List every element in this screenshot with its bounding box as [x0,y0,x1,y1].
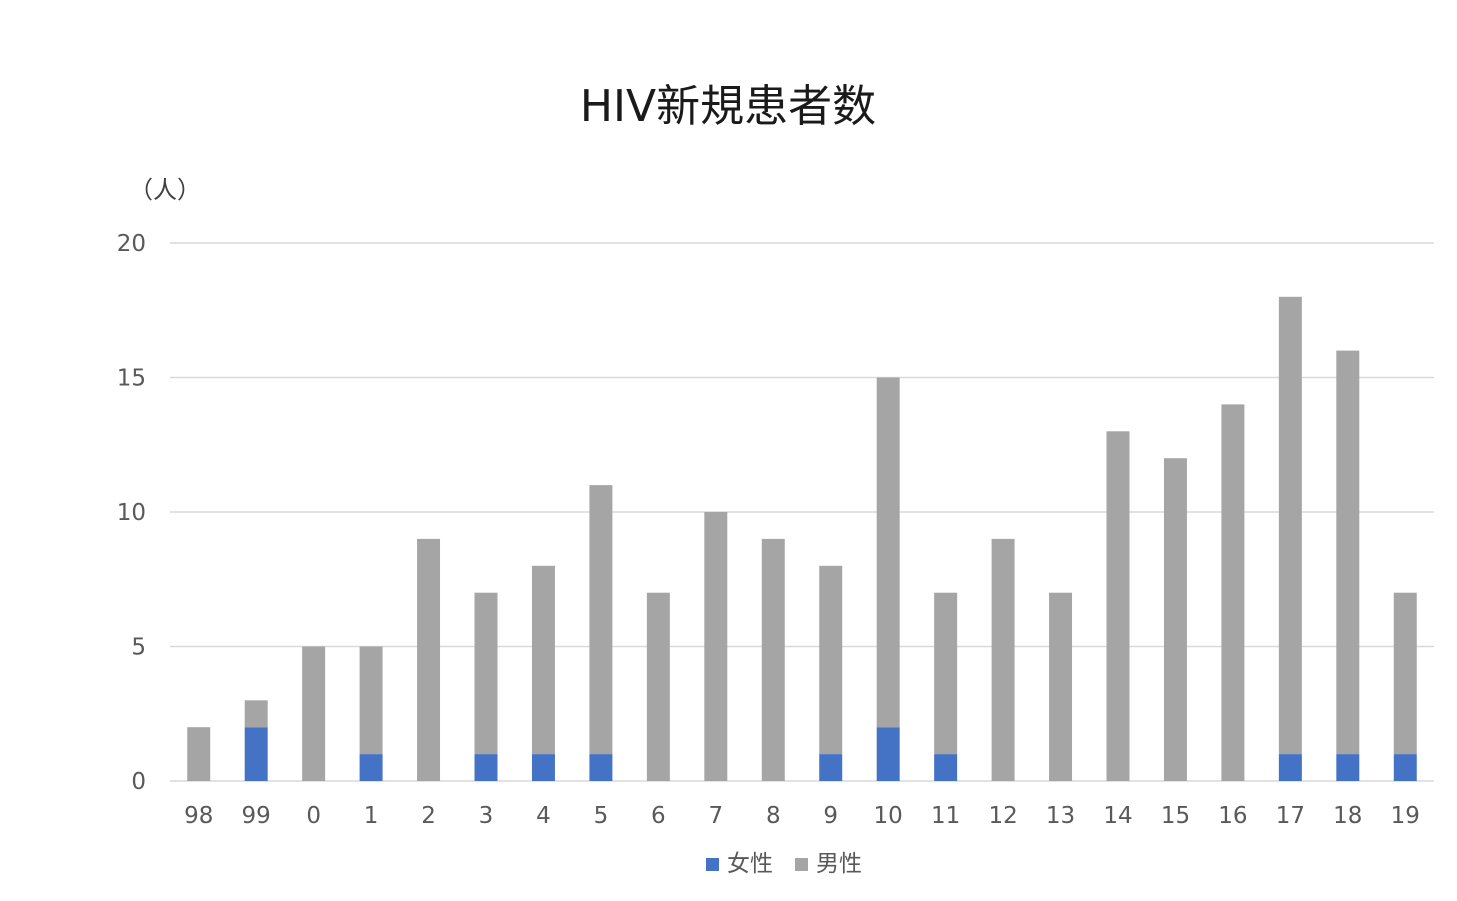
bar-segment-male [991,538,1015,781]
bar-segment-male [1221,404,1245,781]
bar-segment-male [531,565,555,755]
bar-segment-male [819,565,843,755]
bar-segment-female [1336,754,1360,781]
y-tick-label: 15 [117,366,146,392]
bar-segment-male [302,646,326,781]
y-tick-label: 20 [117,231,146,257]
legend-label: 男性 [816,851,862,877]
x-tick-label: 13 [1046,803,1075,829]
bar-segment-male [1393,592,1417,755]
bar-segment-male [359,646,383,755]
x-tick-label: 99 [242,803,271,829]
x-tick-label: 6 [651,803,666,829]
bar-segment-male [1278,296,1302,755]
y-tick-label: 10 [117,500,146,526]
bar-segment-male [244,700,268,728]
x-tick-label: 19 [1391,803,1420,829]
x-tick-label: 15 [1161,803,1190,829]
x-tick-label: 17 [1276,803,1305,829]
bar-segment-female [589,754,613,781]
y-tick-label: 5 [131,635,146,661]
x-tick-label: 7 [708,803,723,829]
legend-label: 女性 [727,851,773,877]
x-tick-label: 18 [1333,803,1362,829]
bar-segment-female [1393,754,1417,781]
bar-segment-female [531,754,555,781]
bar-segment-female [474,754,498,781]
bar-segment-male [1106,431,1130,781]
bar-segment-male [1336,350,1360,755]
x-tick-label: 16 [1218,803,1247,829]
y-axis-unit-label: （人） [129,176,201,204]
x-tick-label: 4 [536,803,551,829]
bar-segment-male [187,727,211,781]
y-tick-label: 0 [131,769,146,795]
bar-segment-male [1163,458,1187,781]
x-tick-label: 12 [988,803,1017,829]
bar-segment-male [474,592,498,755]
x-tick-label: 3 [479,803,494,829]
x-tick-label: 14 [1103,803,1132,829]
bar-segment-male [417,538,441,781]
legend-swatch [795,858,808,871]
bar-segment-female [1278,754,1302,781]
x-tick-label: 8 [766,803,781,829]
x-tick-label: 0 [306,803,321,829]
bar-segment-female [876,727,900,781]
legend-swatch [706,858,719,871]
x-tick-label: 2 [421,803,436,829]
x-tick-label: 9 [823,803,838,829]
x-tick-label: 1 [364,803,379,829]
bar-segment-male [876,377,900,728]
bar-segment-male [646,592,670,781]
bar-segment-male [704,512,728,781]
bar-segment-male [589,485,613,755]
bar-segment-female [244,727,268,781]
x-tick-label: 10 [874,803,903,829]
y-axis-ticks: 0 5 10 15 20 [117,231,146,795]
bar-segment-male [761,538,785,781]
bar-segment-female [819,754,843,781]
bar-segment-female [934,754,958,781]
x-tick-label: 11 [931,803,960,829]
bars [187,296,1417,781]
bar-segment-male [1049,592,1073,781]
x-axis-ticks: 98 99 0 1 2 3 4 5 6 7 8 9 10 11 12 13 14 15 16 17 18 19 [184,803,1420,829]
x-tick-label: 98 [184,803,213,829]
bar-segment-female [359,754,383,781]
legend: 女性 男性 [706,851,862,877]
bar-segment-male [934,592,958,755]
chart-title: HIV新規患者数 [580,81,876,132]
x-tick-label: 5 [594,803,609,829]
